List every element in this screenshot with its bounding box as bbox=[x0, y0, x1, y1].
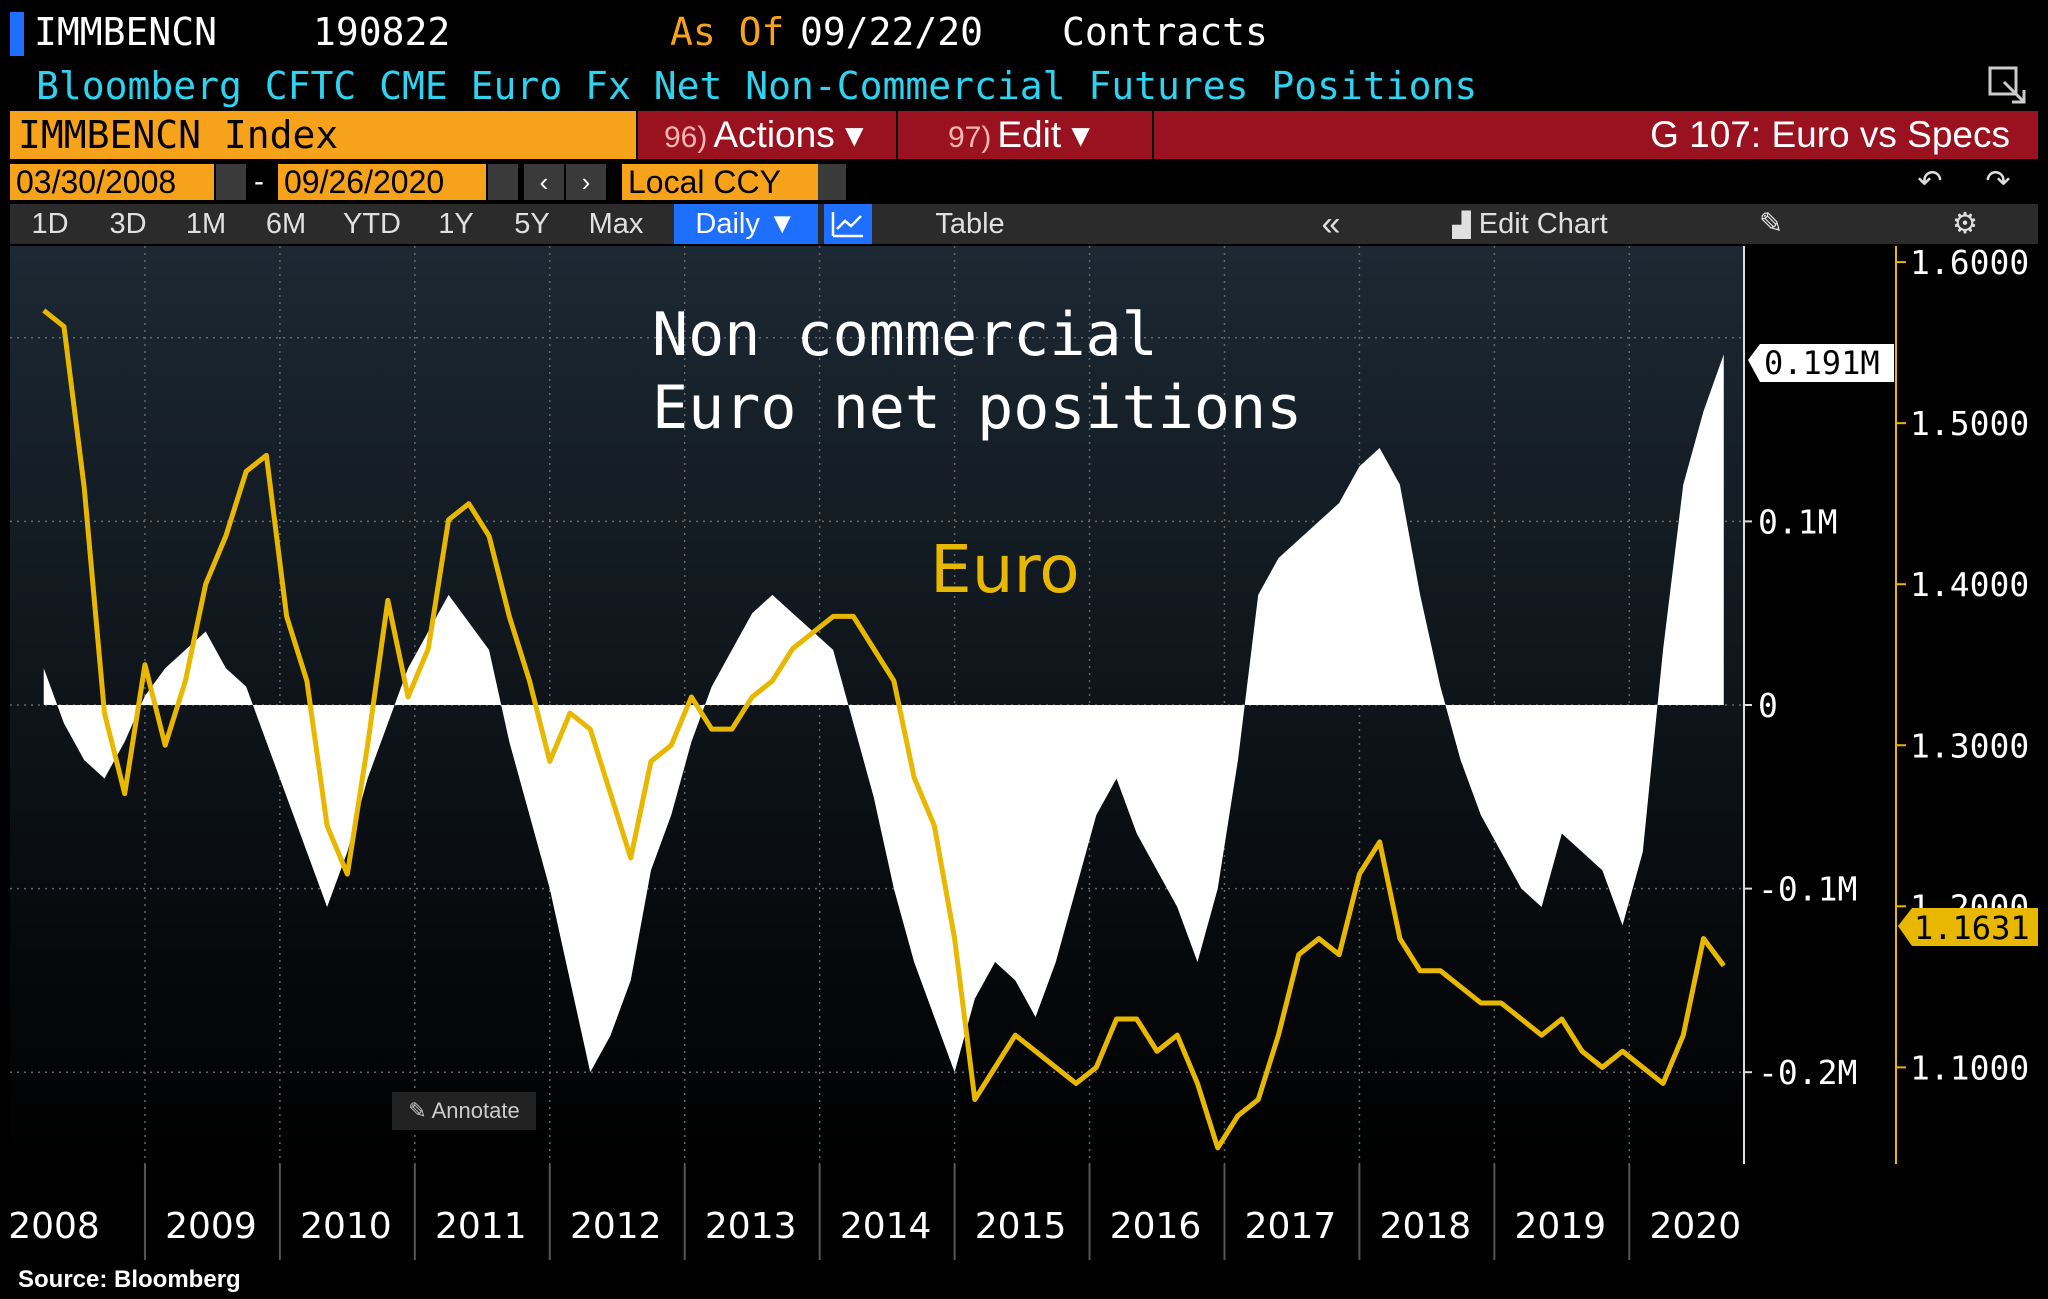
euro-line bbox=[42, 308, 1726, 1151]
positions-last-value-tag: 0.191M bbox=[1748, 344, 1894, 382]
currency-dropdown-icon[interactable] bbox=[818, 164, 846, 200]
next-period-button[interactable]: › bbox=[566, 164, 606, 200]
positions-axis: 0.1M 0 -0.1M -0.2M bbox=[1743, 246, 1857, 1164]
source-note: Source: Bloomberg bbox=[18, 1266, 241, 1293]
positions-area bbox=[43, 354, 1724, 1073]
frequency-select[interactable]: Daily ▼ bbox=[674, 204, 818, 244]
as-of-label: As Of bbox=[670, 10, 785, 54]
year-label: 2018 bbox=[1380, 1206, 1472, 1247]
euro-line-layer bbox=[42, 308, 1726, 1151]
settings-gear-icon[interactable]: ⚙ bbox=[1952, 208, 1978, 240]
positions-tick-label: 0 bbox=[1758, 686, 1778, 725]
euro-tick-label: 1.5000 bbox=[1910, 404, 2029, 443]
time-axis: 2008 2009 2010 2011 2012 2013 2014 2015 2016 2017… bbox=[8, 1164, 1741, 1260]
year-label: 2015 bbox=[975, 1206, 1067, 1247]
year-label: 2014 bbox=[840, 1206, 932, 1247]
expand-icon[interactable] bbox=[1988, 66, 2028, 106]
collapse-button[interactable]: « bbox=[1321, 205, 1341, 243]
edit-chart-button[interactable]: ▟ Edit Chart bbox=[1430, 204, 1630, 244]
positions-tick-label: 0.1M bbox=[1758, 502, 1837, 541]
range-1d[interactable]: 1D bbox=[31, 208, 69, 240]
year-label: 2016 bbox=[1110, 1206, 1202, 1247]
chart-title-bar: G 107: Euro vs Specs bbox=[1154, 111, 2038, 159]
positions-area-layer bbox=[43, 354, 1724, 1073]
date-range-bar: 03/30/2008 - 09/26/2020 ‹ › Local CCY ↶ … bbox=[10, 164, 2038, 202]
redo-button[interactable]: ↷ bbox=[1985, 165, 2011, 198]
currency-select[interactable]: Local CCY bbox=[622, 164, 818, 200]
range-1m[interactable]: 1M bbox=[185, 208, 227, 240]
year-label: 2013 bbox=[705, 1206, 797, 1247]
as-of-date: 09/22/20 bbox=[800, 10, 984, 54]
start-date-field[interactable]: 03/30/2008 bbox=[10, 164, 214, 200]
positions-last-value: 0.191M bbox=[1764, 344, 1880, 382]
series-description: Bloomberg CFTC CME Euro Fx Net Non-Comme… bbox=[36, 64, 1478, 108]
date-separator: - bbox=[254, 165, 264, 198]
security-code: 190822 bbox=[313, 10, 451, 54]
euro-tick-label: 1.1000 bbox=[1910, 1048, 2029, 1087]
security-marker bbox=[10, 12, 24, 56]
positions-tick-label: -0.1M bbox=[1758, 870, 1857, 909]
euro-tick-label: 1.4000 bbox=[1910, 565, 2029, 604]
end-calendar-icon[interactable] bbox=[488, 164, 518, 200]
year-label: 2020 bbox=[1649, 1206, 1741, 1247]
year-label: 2010 bbox=[300, 1206, 392, 1247]
edit-button[interactable]: 97) Edit ▾ bbox=[898, 111, 1152, 159]
ticker-label[interactable]: IMMBENCN bbox=[34, 10, 218, 54]
range-1y[interactable]: 1Y bbox=[438, 208, 474, 240]
start-calendar-icon[interactable] bbox=[216, 164, 246, 200]
actions-shortcut: 96) bbox=[664, 121, 708, 154]
range-selector-bar: 1D 3D 1M 6M YTD 1Y 5Y Max Daily ▼ Table … bbox=[10, 204, 2038, 244]
year-label: 2009 bbox=[165, 1206, 257, 1247]
table-button[interactable]: Table bbox=[935, 208, 1005, 240]
pencil-icon: ✎ bbox=[408, 1098, 432, 1123]
range-3d[interactable]: 3D bbox=[109, 208, 147, 240]
edit-shortcut: 97) bbox=[948, 121, 992, 154]
edit-chart-icon: ▟ bbox=[1452, 212, 1471, 239]
annotation-euro-net-positions: Euro net positions bbox=[652, 373, 1302, 443]
year-label: 2012 bbox=[570, 1206, 662, 1247]
range-6m[interactable]: 6M bbox=[265, 208, 307, 240]
command-bar: IMMBENCN Index 96) Actions ▾ 97) Edit ▾ G … bbox=[10, 111, 2038, 161]
euro-last-value-tag: 1.1631 bbox=[1898, 908, 2038, 947]
units-label: Contracts bbox=[1062, 10, 1268, 54]
chart-edit-pencil-icon[interactable]: ✎ bbox=[1758, 208, 1784, 240]
range-max[interactable]: Max bbox=[588, 208, 644, 240]
undo-button[interactable]: ↶ bbox=[1917, 165, 1943, 198]
euro-tick-label: 1.3000 bbox=[1910, 726, 2029, 765]
annotate-label: Annotate bbox=[431, 1098, 520, 1123]
line-chart-icon[interactable] bbox=[824, 204, 872, 244]
euro-tick-label: 1.6000 bbox=[1910, 243, 2029, 282]
annotate-button[interactable]: ✎ Annotate bbox=[392, 1092, 536, 1130]
actions-label: Actions ▾ bbox=[713, 114, 864, 155]
annotation-euro: Euro bbox=[930, 531, 1080, 608]
year-label: 2017 bbox=[1245, 1206, 1337, 1247]
security-header: IMMBENCN 190822 As Of 09/22/20 Contracts bbox=[0, 0, 2048, 56]
security-input[interactable]: IMMBENCN Index bbox=[10, 111, 636, 159]
range-ytd[interactable]: YTD bbox=[343, 208, 401, 240]
euro-last-value: 1.1631 bbox=[1914, 909, 2030, 947]
edit-chart-label: Edit Chart bbox=[1478, 208, 1608, 240]
edit-label: Edit ▾ bbox=[997, 114, 1090, 155]
year-label: 2008 bbox=[8, 1206, 100, 1247]
annotation-non-commercial: Non commercial bbox=[652, 300, 1158, 370]
range-5y[interactable]: 5Y bbox=[514, 208, 550, 240]
actions-button[interactable]: 96) Actions ▾ bbox=[638, 111, 896, 159]
year-label: 2011 bbox=[435, 1206, 527, 1247]
end-date-field[interactable]: 09/26/2020 bbox=[278, 164, 486, 200]
positions-tick-label: -0.2M bbox=[1758, 1053, 1857, 1092]
year-label: 2019 bbox=[1515, 1206, 1607, 1247]
prev-period-button[interactable]: ‹ bbox=[524, 164, 564, 200]
